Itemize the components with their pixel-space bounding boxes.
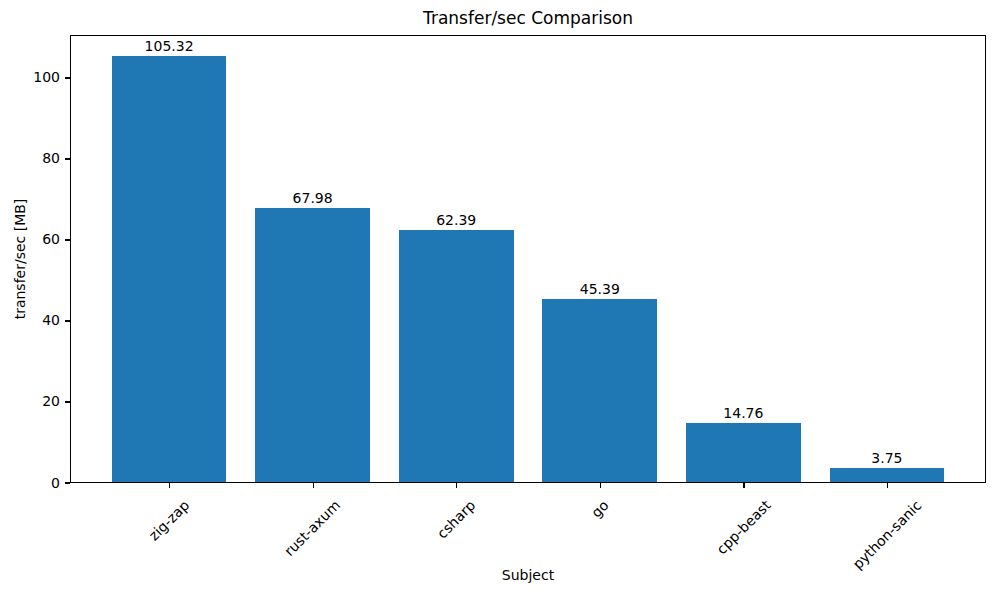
bar-value-label: 45.39: [550, 281, 650, 298]
bar-value-label: 3.75: [837, 450, 937, 467]
y-tick-label: 40: [0, 312, 60, 329]
bar-chart-figure: Transfer/sec Comparison transfer/sec [MB…: [0, 0, 1000, 600]
y-tick: [65, 401, 70, 402]
bar-value-label: 105.32: [119, 38, 219, 55]
y-tick: [65, 482, 70, 483]
bar-cpp-beast: [686, 423, 801, 483]
y-tick: [65, 158, 70, 159]
y-tick: [65, 239, 70, 240]
bar-value-label: 67.98: [263, 190, 363, 207]
x-tick-label: python-sanic: [849, 497, 925, 573]
bar-go: [542, 299, 657, 483]
plot-area: 0 20 40 60 80 100 105.32 zig-zap 67.98 rust-axum 6…: [0, 0, 1000, 600]
x-tick-label: csharp: [434, 497, 479, 542]
x-tick: [313, 483, 314, 488]
bar-value-label: 14.76: [693, 405, 793, 422]
x-tick: [600, 483, 601, 488]
y-tick: [65, 320, 70, 321]
y-tick-label: 100: [0, 69, 60, 86]
bar-csharp: [399, 230, 514, 483]
y-tick: [65, 77, 70, 78]
bar-python-sanic: [830, 468, 945, 483]
y-tick-label: 80: [0, 150, 60, 167]
y-tick-label: 20: [0, 393, 60, 410]
x-tick: [887, 483, 888, 488]
x-tick: [169, 483, 170, 488]
x-tick-label: zig-zap: [145, 497, 192, 544]
y-tick-label: 60: [0, 231, 60, 248]
x-tick-label: cpp-beast: [713, 497, 774, 558]
x-tick: [456, 483, 457, 488]
x-tick-label: rust-axum: [281, 497, 344, 560]
bar-zig-zap: [112, 56, 227, 483]
y-tick-label: 0: [0, 475, 60, 492]
bar-value-label: 62.39: [406, 212, 506, 229]
x-tick: [743, 483, 744, 488]
bar-rust-axum: [255, 208, 370, 483]
x-tick-label: go: [588, 497, 612, 521]
